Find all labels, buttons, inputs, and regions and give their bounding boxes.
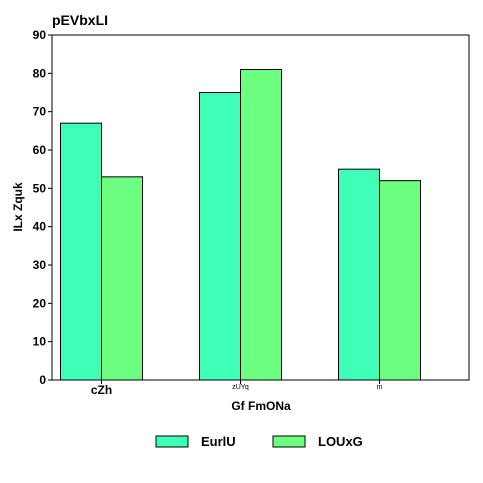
y-tick-label: 80 [33, 66, 47, 80]
x-axis-label: Gf FmONa [231, 399, 291, 413]
x-tick-label: m [377, 384, 383, 391]
y-tick-label: 60 [33, 143, 47, 157]
x-ticks-group: cZh zUYq m [91, 380, 383, 397]
bar [60, 122, 102, 381]
y-tick-label: 70 [33, 105, 47, 119]
y-axis-label: ILx Zquk [11, 182, 25, 232]
legend-swatch [272, 435, 306, 448]
y-tick-label: 10 [33, 335, 47, 349]
y-tick-label: 20 [33, 296, 47, 310]
chart-title: pEVbxLI [52, 12, 108, 28]
y-ticks-group: 0 10 20 30 40 50 60 70 80 90 [33, 28, 52, 387]
bar [240, 69, 282, 381]
x-tick-label: cZh [91, 383, 112, 397]
legend-swatch [155, 435, 189, 448]
bar [101, 176, 143, 381]
bars-group [60, 69, 421, 381]
legend-label: EurlU [201, 434, 236, 449]
legend-label: LOUxG [318, 434, 363, 449]
y-tick-label: 40 [33, 220, 47, 234]
bar [199, 92, 241, 381]
y-tick-label: 30 [33, 258, 47, 272]
bar [379, 180, 421, 381]
legend: EurlU LOUxG [155, 434, 363, 449]
y-tick-label: 50 [33, 181, 47, 195]
x-tick-label: zUYq [232, 384, 249, 391]
bar [338, 168, 380, 381]
y-tick-label: 0 [39, 373, 46, 387]
y-tick-label: 90 [33, 28, 47, 42]
plot-frame [51, 34, 470, 381]
